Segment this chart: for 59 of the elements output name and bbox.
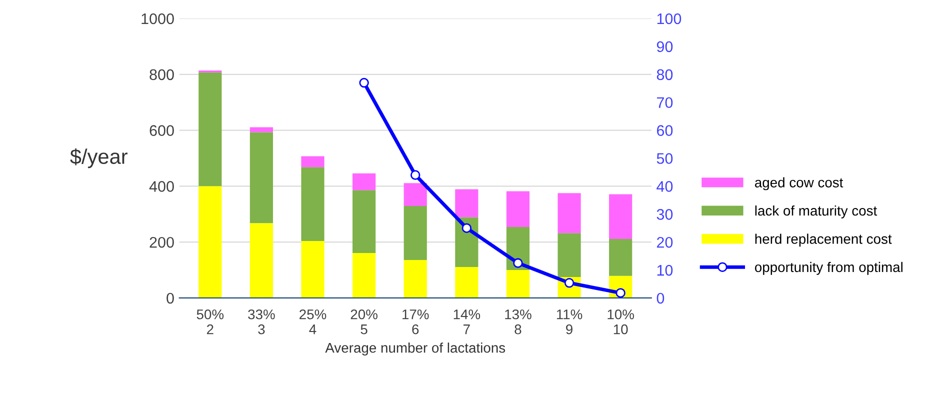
legend-label: herd replacement cost [755,234,892,247]
bar [352,173,376,190]
x-tick-label: 17% 6 [402,310,429,334]
bar [558,193,581,234]
point [616,288,626,298]
bar [455,189,478,218]
bar [506,191,530,227]
y2-tick-label: 20 [656,236,673,248]
y-tick-label: 1000 [142,13,174,24]
point [462,223,472,233]
bar [301,156,324,168]
y-axis-title: $/year [70,148,128,168]
y-tick-label: 800 [150,69,174,80]
bar [506,270,530,298]
x-tick-label: 11% 9 [556,310,582,334]
bar [198,72,222,186]
x-tick-label: 13% 8 [505,309,532,334]
bar [404,260,427,298]
point [513,258,523,268]
x-tick-label: 50% 2 [196,309,224,334]
bar [198,186,222,298]
x-tick-label: 14% 7 [454,310,480,334]
y2-tick-label: 50 [656,153,673,164]
bar [250,127,273,132]
y-tick-label: 600 [150,125,174,136]
legend-label: aged cow cost [754,177,844,190]
bar [250,132,273,224]
bar [455,266,478,298]
y2-tick-label: 80 [656,69,673,80]
bar [404,206,427,260]
bar [609,239,632,276]
bar [352,190,376,253]
point [359,78,369,88]
y2-tick-label: 70 [657,97,673,108]
y2-tick-label: 0 [656,292,664,304]
legend-label: opportunity from optimal [754,262,902,275]
bar [301,240,324,298]
bar [250,223,273,298]
y-tick-label: 200 [150,236,174,248]
y2-tick-label: 60 [656,125,673,136]
x-tick-label: 25% 4 [300,309,326,334]
y2-tick-label: 100 [657,13,682,24]
y-tick-label: 0 [166,292,174,304]
legend-label: lack of maturity cost [755,205,878,218]
bar [301,167,324,241]
point [410,170,420,180]
y2-tick-label: 10 [657,264,673,276]
y-tick-label: 400 [149,181,174,192]
y2-tick-label: 40 [656,181,673,192]
bar [404,183,427,206]
y2-tick-label: 30 [656,209,673,220]
x-tick-label: 33% 3 [248,309,275,334]
x-axis-title: Average number of lactations [325,342,506,356]
x-tick-label: 10% 10 [608,309,634,334]
bar [352,252,376,298]
bar [609,194,632,240]
y2-tick-label: 90 [656,41,673,52]
bar [558,233,581,278]
x-tick-label: 20% 5 [350,309,378,334]
